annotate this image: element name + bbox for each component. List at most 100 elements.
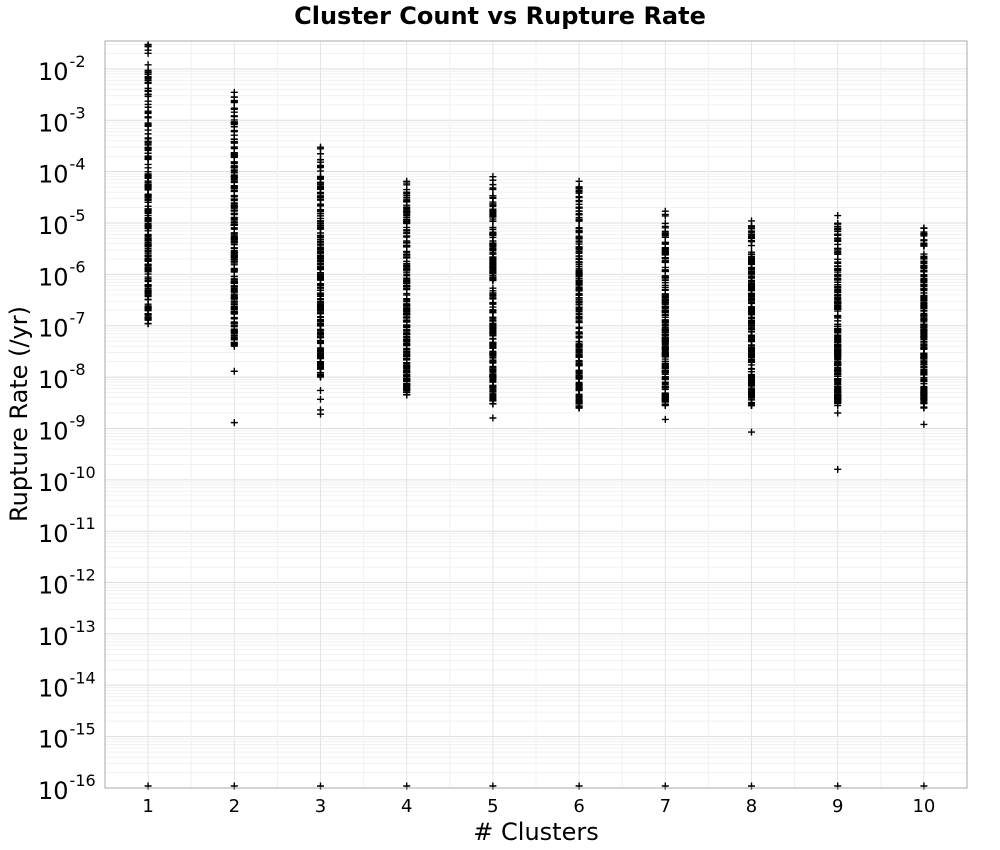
data-point: [144, 256, 152, 264]
data-point: [317, 175, 324, 183]
plot-frame: [104, 40, 968, 789]
data-point: [834, 317, 842, 325]
data-point: [144, 196, 152, 204]
x-axis-label: # Clusters: [473, 818, 599, 846]
data-point: [834, 366, 842, 374]
data-point: [748, 303, 755, 311]
data-point: [144, 79, 152, 87]
data-point: [403, 277, 411, 285]
data-point: [230, 328, 238, 336]
data-point: [834, 248, 842, 256]
data-point: [489, 181, 497, 189]
data-point: [144, 155, 152, 163]
data-point: [230, 144, 238, 152]
data-point: [230, 195, 238, 203]
data-point: [489, 373, 497, 381]
data-point: [834, 226, 842, 234]
data-points: [144, 40, 928, 790]
data-point: [317, 339, 324, 347]
data-point: [230, 167, 238, 175]
data-point: [317, 410, 324, 418]
data-point: [230, 151, 238, 159]
grid-lines: [104, 41, 968, 789]
x-tick-labels: 1 2 3 4 5 6 7 8 9 10: [142, 796, 935, 817]
y-tick-label: 10-16: [38, 771, 96, 805]
data-point: [230, 342, 238, 350]
data-point: [403, 362, 411, 370]
data-point: [661, 402, 669, 410]
data-point: [575, 258, 583, 266]
data-point: [317, 292, 324, 300]
data-point: [144, 97, 152, 105]
data-point: [920, 312, 928, 320]
data-point: [317, 282, 324, 290]
x-tick-label: 1: [142, 796, 153, 817]
data-point: [230, 127, 238, 135]
data-point: [748, 402, 755, 410]
data-point: [834, 388, 842, 396]
data-point: [661, 240, 669, 248]
x-tick-label: 7: [660, 796, 671, 817]
data-point: [489, 255, 497, 263]
data-point: [403, 191, 411, 199]
data-point: [748, 232, 755, 240]
data-point: [834, 292, 842, 300]
data-point: [575, 329, 583, 337]
data-point: [230, 229, 238, 237]
data-point: [661, 345, 669, 353]
data-point: [748, 276, 755, 284]
data-point: [489, 173, 497, 181]
data-point: [230, 320, 238, 328]
data-point: [920, 326, 928, 334]
data-point: [748, 317, 755, 325]
data-point: [403, 177, 411, 185]
data-point: [575, 290, 583, 298]
data-point: [575, 277, 583, 285]
data-point: [748, 264, 755, 272]
x-tick-label: 4: [401, 796, 412, 817]
data-point: [144, 248, 152, 256]
data-point: [661, 364, 669, 372]
x-tick-label: 10: [912, 796, 935, 817]
y-tick-label: 10-10: [38, 463, 96, 497]
chart-title: Cluster Count vs Rupture Rate: [294, 2, 706, 30]
y-tick-label: 10-6: [38, 257, 86, 291]
data-point: [661, 381, 669, 389]
data-point: [489, 382, 497, 390]
data-point: [144, 107, 152, 115]
data-point: [748, 428, 755, 436]
data-point: [144, 289, 152, 297]
data-point: [144, 170, 152, 178]
data-point: [834, 328, 842, 336]
data-point: [920, 333, 928, 341]
data-point: [317, 200, 324, 208]
data-point: [834, 409, 842, 417]
data-point: [144, 295, 152, 303]
data-point: [575, 361, 583, 369]
data-point: [403, 335, 411, 343]
data-point: [748, 365, 755, 373]
data-point: [834, 360, 842, 368]
data-point: [489, 349, 497, 357]
data-point: [230, 305, 238, 313]
data-point: [748, 343, 755, 351]
data-point: [230, 209, 238, 217]
y-tick-label: 10-13: [38, 617, 96, 651]
data-point: [489, 276, 497, 284]
y-tick-label: 10-8: [38, 360, 86, 394]
data-point: [920, 376, 928, 384]
data-point: [575, 211, 583, 219]
data-point: [144, 119, 152, 127]
data-point: [144, 185, 152, 193]
x-tick-label: 5: [487, 796, 498, 817]
data-point: [661, 316, 669, 324]
data-point: [144, 277, 152, 285]
data-point: [920, 231, 928, 239]
data-point: [403, 304, 411, 312]
data-point: [317, 329, 324, 337]
data-point: [144, 126, 152, 134]
data-point: [230, 112, 238, 120]
data-point: [920, 369, 928, 377]
y-tick-label: 10-12: [38, 566, 96, 600]
data-point: [575, 382, 583, 390]
